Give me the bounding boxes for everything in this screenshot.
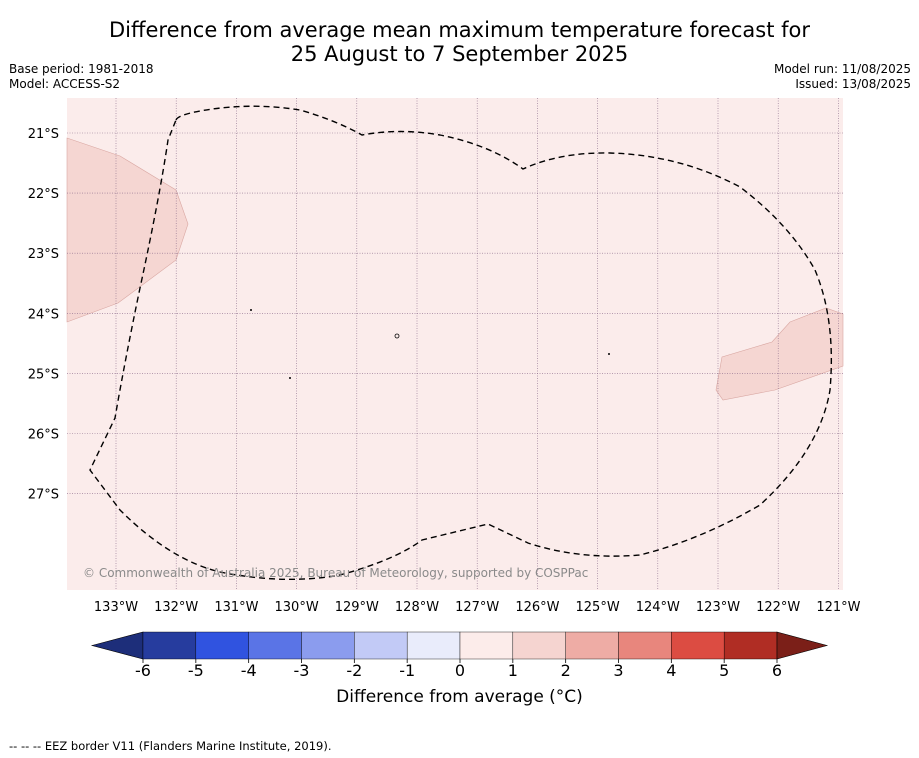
colorbar-ticks: -6 -5 -4 -3 -2 -1 0 1 2 3 4 5 6 [135,659,782,680]
longitude-label: 131°W [214,600,258,615]
longitude-label: 125°W [576,600,620,615]
colorbar-segment [618,631,672,660]
chart-title: Difference from average mean maximum tem… [0,18,919,66]
copyright-text: © Commonwealth of Australia 2025, Bureau… [83,566,588,580]
colorbar-tick-label: 2 [561,661,571,680]
longitude-label: 132°W [154,600,198,615]
colorbar-segment [723,631,778,660]
colorbar-segment [195,631,249,660]
colorbar-tick-label: 3 [613,661,623,680]
colorbar [90,631,829,660]
longitude-label: 121°W [816,600,860,615]
island-1 [250,309,252,311]
eez-border [89,105,833,581]
colorbar-title: Difference from average (°C) [336,687,583,707]
anomaly-patch-east [715,307,844,401]
base-period: Base period: 1981-2018 [9,62,154,76]
meta-right: Model run: 11/08/2025 Issued: 13/08/2025 [774,62,911,92]
colorbar-tick-label: 4 [666,661,676,680]
latitude-label: 22°S [28,187,59,202]
title-line-1: Difference from average mean maximum tem… [109,18,810,42]
longitude-label: 130°W [275,600,319,615]
longitude-label: 127°W [455,600,499,615]
colorbar-tick-label: -3 [294,661,310,680]
island-3 [608,353,610,355]
map-frame [66,98,844,590]
colorbar-tick-label: -5 [188,661,204,680]
longitude-labels: 133°W 132°W 131°W 130°W 129°W 128°W 127°W 126°W… [94,600,861,615]
longitude-label: 126°W [515,600,559,615]
colorbar-segment [248,631,302,660]
longitude-label: 133°W [94,600,138,615]
latitude-label: 21°S [28,127,59,142]
longitude-label: 123°W [696,600,740,615]
longitude-label: 129°W [335,600,379,615]
colorbar-under-triangle [90,631,144,660]
eez-legend-note: -- -- -- EEZ border V11 (Flanders Marine… [9,739,332,753]
issued-date: Issued: 13/08/2025 [795,77,911,91]
longitude-label: 124°W [636,600,680,615]
colorbar-segment [406,631,461,660]
latitude-label: 23°S [28,247,59,262]
latitude-label: 25°S [28,367,59,382]
colorbar-tick-label: 6 [772,661,782,680]
colorbar-tick-label: -1 [399,661,415,680]
colorbar-segment [301,631,355,660]
colorbar-over-triangle [776,631,829,660]
title-line-2: 25 August to 7 September 2025 [290,42,629,66]
graticule [67,98,843,590]
anomaly-patch-west [66,137,189,323]
island-2 [394,333,400,339]
model-run: Model run: 11/08/2025 [773,62,911,76]
map-background [67,98,843,590]
islands [250,309,610,379]
island-4 [289,377,291,379]
longitude-label: 128°W [395,600,439,615]
colorbar-segment [512,631,566,660]
meta-left: Base period: 1981-2018 Model: ACCESS-S2 [9,62,154,92]
colorbar-tick-label: 1 [508,661,518,680]
latitude-label: 24°S [28,307,59,322]
latitude-label: 26°S [28,428,59,443]
colorbar-segment [671,631,725,660]
colorbar-tick-label: -2 [346,661,362,680]
colorbar-segment [142,631,197,660]
longitude-label: 122°W [756,600,800,615]
colorbar-segment [459,631,514,660]
latitude-label: 27°S [28,488,59,503]
colorbar-segment [354,631,408,660]
colorbar-tick-label: 5 [719,661,729,680]
latitude-labels: 21°S 22°S 23°S 24°S 25°S 26°S 27°S [28,127,59,503]
colorbar-tick-label: -6 [135,661,151,680]
colorbar-segment [565,631,619,660]
model-name: Model: ACCESS-S2 [9,77,121,91]
colorbar-tick-label: 0 [455,661,465,680]
colorbar-tick-label: -4 [241,661,257,680]
